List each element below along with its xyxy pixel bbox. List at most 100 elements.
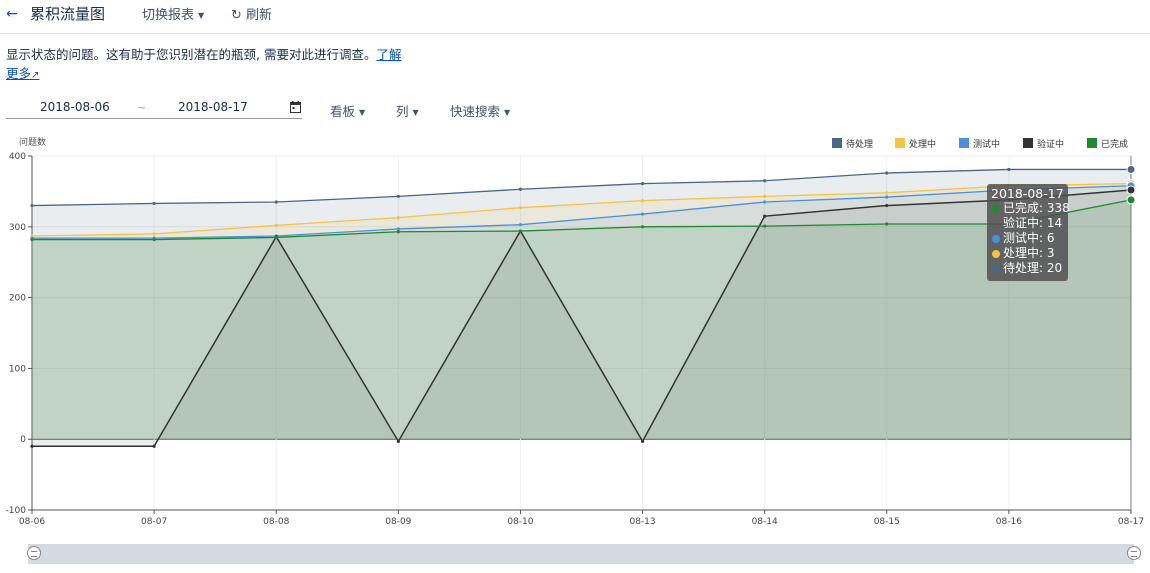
date-to[interactable]: 2018-08-17 xyxy=(178,100,248,114)
legend-label: 待处理 xyxy=(846,139,874,150)
legend-item-done[interactable]: 已完成 xyxy=(1087,137,1128,150)
top-toolbar: ← 累积流量图 切换报表 ▼ ↻ 刷新 xyxy=(0,0,1150,34)
series-line xyxy=(32,199,1132,241)
tooltip-row-text: 待处理: 20 xyxy=(1003,261,1063,275)
zoom-slider-left-handle[interactable] xyxy=(27,546,41,560)
data-point xyxy=(518,223,523,227)
legend-item-testing[interactable]: 测试中 xyxy=(959,137,1001,150)
data-point xyxy=(518,229,523,233)
y-tick-label: 200 xyxy=(9,294,26,304)
legend-item-doing[interactable]: 处理中 xyxy=(895,137,937,150)
series-area xyxy=(32,199,1131,440)
tooltip-row-text: 已完成: 338 xyxy=(1003,201,1070,215)
x-tick-label: 08-14 xyxy=(752,517,778,527)
calendar-icon[interactable] xyxy=(290,101,301,113)
legend-label: 测试中 xyxy=(973,139,1001,150)
data-point xyxy=(274,223,278,227)
data-point xyxy=(763,224,767,228)
data-point xyxy=(30,203,34,208)
series-area xyxy=(32,183,1131,440)
x-tick-label: 08-16 xyxy=(996,517,1022,527)
y-tick-label: 100 xyxy=(9,364,26,374)
tooltip-dot xyxy=(992,220,1000,228)
data-point xyxy=(640,182,645,186)
legend-swatch xyxy=(832,138,842,148)
legend-swatch xyxy=(959,138,969,148)
tooltip-row: 处理中: 3 xyxy=(991,246,1068,261)
series-area xyxy=(32,189,1131,447)
data-point xyxy=(885,195,889,199)
data-point xyxy=(152,232,156,236)
series-line xyxy=(32,189,1132,448)
data-point xyxy=(885,222,889,226)
quick-search-filter[interactable]: 快速搜索 ▼ xyxy=(450,101,510,120)
x-tick-label: 08-13 xyxy=(629,517,655,527)
data-point xyxy=(1007,167,1011,172)
quick-search-label: 快速搜索 xyxy=(450,104,501,119)
data-point xyxy=(30,444,34,448)
tooltip-row: 待处理: 20 xyxy=(991,261,1068,276)
tooltip-dot xyxy=(992,249,1000,258)
switch-report-button[interactable]: 切换报表 ▼ xyxy=(142,4,204,23)
date-separator: ~ xyxy=(137,101,147,114)
data-point xyxy=(396,194,400,198)
legend-item-verifying[interactable]: 验证中 xyxy=(1023,137,1065,150)
x-tick-label: 08-07 xyxy=(141,517,167,527)
x-tick-label: 08-06 xyxy=(19,517,45,527)
data-point xyxy=(396,227,400,231)
data-point xyxy=(152,444,156,448)
zoom-slider-track[interactable] xyxy=(28,544,1134,564)
data-point xyxy=(1126,195,1136,205)
x-tick-label: 08-09 xyxy=(385,517,411,527)
refresh-icon: ↻ xyxy=(231,8,242,23)
tooltip-row-text: 测试中: 6 xyxy=(1003,231,1055,245)
data-point xyxy=(763,214,767,218)
data-point xyxy=(763,200,767,204)
x-tick-label: 08-08 xyxy=(263,517,289,527)
date-from[interactable]: 2018-08-06 xyxy=(40,100,110,114)
legend-label: 处理中 xyxy=(909,139,937,150)
external-link-icon: ↗ xyxy=(31,70,40,81)
data-point xyxy=(885,191,889,195)
series-line xyxy=(32,185,1132,239)
data-point xyxy=(396,439,400,443)
caret-down-icon: ▼ xyxy=(359,108,366,117)
tooltip-row-text: 处理中: 3 xyxy=(1003,246,1055,260)
more-link-label: 更多 xyxy=(6,66,32,81)
zoom-slider-right-handle[interactable] xyxy=(1127,546,1141,560)
tooltip-title: 2018-08-17 xyxy=(991,186,1064,201)
data-point xyxy=(885,203,889,208)
data-point xyxy=(152,237,156,242)
legend-item-todo[interactable]: 待处理 xyxy=(832,137,874,150)
board-filter[interactable]: 看板 ▼ xyxy=(330,101,365,120)
data-point xyxy=(518,206,523,210)
tooltip-row: 验证中: 14 xyxy=(991,216,1068,231)
x-tick-label: 08-17 xyxy=(1118,517,1144,527)
tooltip-dot xyxy=(992,204,1000,213)
switch-report-label: 切换报表 xyxy=(142,8,195,23)
refresh-label: 刷新 xyxy=(246,8,273,23)
learn-more-link[interactable]: 了解 xyxy=(376,47,402,62)
more-link[interactable]: 更多↗ xyxy=(6,63,39,82)
data-point xyxy=(396,215,400,220)
caret-down-icon: ▼ xyxy=(198,11,205,20)
y-tick-label: 300 xyxy=(9,223,26,233)
tooltip-dot xyxy=(992,264,1000,273)
report-description: 显示状态的问题。这有助于您识别潜在的瓶颈, 需要对此进行调查。了解 xyxy=(6,47,401,63)
data-point xyxy=(763,194,767,198)
data-point xyxy=(30,237,34,242)
caret-down-icon: ▼ xyxy=(412,108,419,117)
data-point xyxy=(640,225,645,229)
y-tick-label: -100 xyxy=(6,506,27,516)
chart-tooltip: 2018-08-17 已完成: 338 验证中: 14 测试中: 6 处理中: … xyxy=(987,184,1070,281)
tooltip-dot xyxy=(992,234,1000,243)
refresh-button[interactable]: ↻ 刷新 xyxy=(231,4,272,23)
series-line xyxy=(31,168,1131,207)
columns-filter[interactable]: 列 ▼ xyxy=(396,101,419,120)
x-tick-label: 08-15 xyxy=(874,517,900,527)
date-range-picker[interactable]: 2018-08-06 ~ 2018-08-17 xyxy=(6,98,302,119)
caret-down-icon: ▼ xyxy=(504,108,511,117)
legend-label: 验证中 xyxy=(1037,139,1065,150)
arrow-left-icon[interactable]: ← xyxy=(6,6,18,22)
